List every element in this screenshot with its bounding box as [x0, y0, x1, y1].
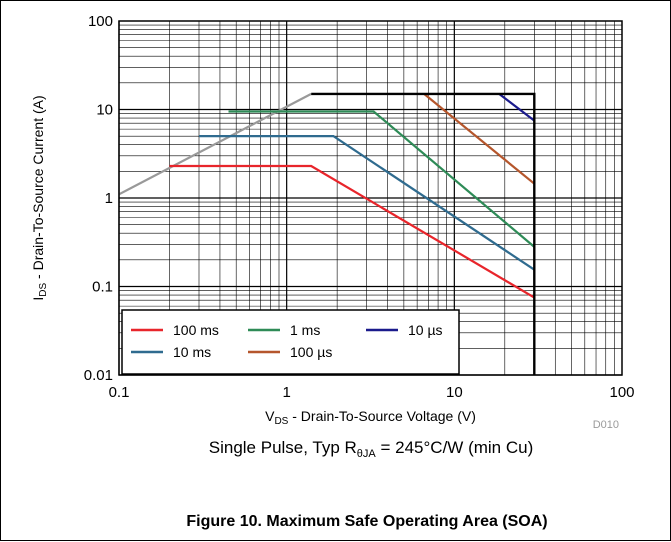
- x-axis-title: VDS - Drain-To-Source Voltage (V): [265, 408, 476, 427]
- series-line-2: [498, 93, 535, 122]
- legend-box: [121, 309, 460, 375]
- series-line-0: [169, 164, 535, 299]
- series-line-4: [423, 93, 535, 185]
- series-line-1: [228, 110, 536, 248]
- y-tick-label: 0.01: [84, 367, 113, 384]
- y-tick-label: 10: [96, 102, 113, 119]
- plot-area-border: [118, 20, 623, 376]
- x-tick-label: 1: [282, 384, 290, 401]
- y-axis-title: IDS - Drain-To-Source Current (A): [30, 95, 49, 300]
- series-layer: [118, 92, 536, 375]
- y-tick-label: 1: [105, 190, 113, 207]
- series-line-3: [199, 135, 535, 271]
- legend-label-0: 100 ms: [173, 322, 219, 338]
- figure-code: D010: [593, 419, 619, 431]
- soa-envelope-line: [311, 92, 536, 375]
- legend: 100 ms 1 ms 10 µs 10 ms 100 µs: [121, 309, 460, 375]
- caption: Single Pulse, Typ RθJA = 245°C/W (min Cu…: [209, 438, 534, 460]
- y-tick-label: 100: [88, 13, 113, 30]
- legend-label-3: 10 ms: [173, 344, 211, 360]
- x-tick-label: 100: [609, 384, 634, 401]
- legend-label-1: 1 ms: [290, 322, 320, 338]
- x-tick-label: 10: [446, 384, 463, 401]
- legend-label-2: 10 µs: [408, 322, 443, 338]
- x-tick-label: 0.1: [109, 384, 130, 401]
- y-tick-label: 0.1: [92, 279, 113, 296]
- figure-title: Figure 10. Maximum Safe Operating Area (…: [186, 513, 547, 530]
- legend-label-4: 100 µs: [290, 344, 332, 360]
